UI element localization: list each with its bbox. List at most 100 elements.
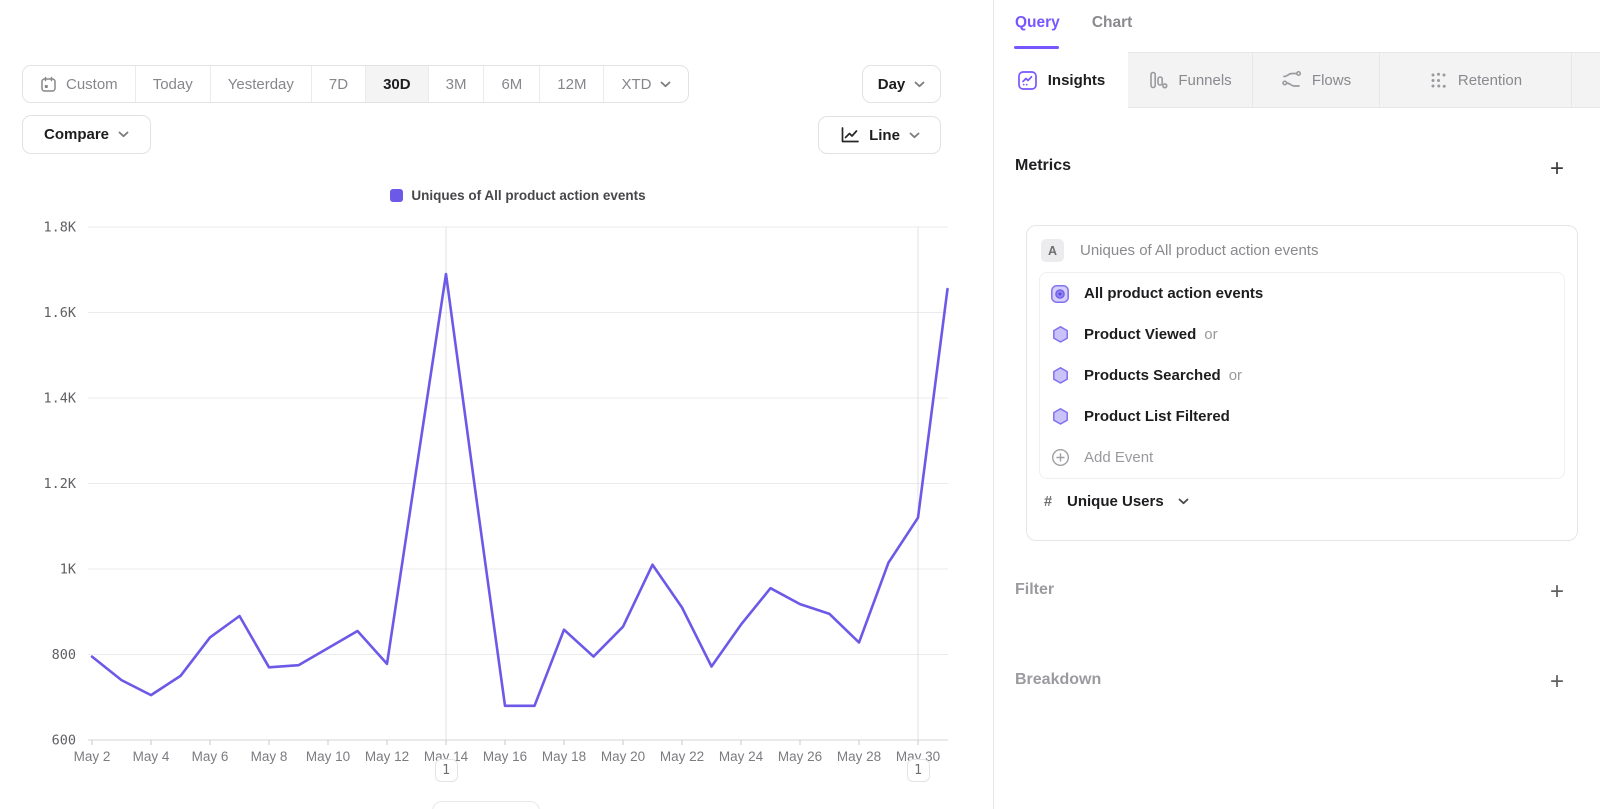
range-button-today[interactable]: Today <box>135 66 211 102</box>
tab-query[interactable]: Query <box>1015 14 1060 31</box>
add-breakdown-button[interactable]: + <box>1549 668 1564 695</box>
metric-card: A Uniques of All product action events A… <box>1026 225 1578 541</box>
chart-type-label: Line <box>869 126 900 144</box>
svg-text:May 14: May 14 <box>424 749 469 764</box>
svg-text:800: 800 <box>52 647 76 663</box>
hexagon-icon <box>1050 407 1070 426</box>
svg-text:May 2: May 2 <box>74 749 111 764</box>
range-label: Yesterday <box>227 75 294 93</box>
report-tab-insights[interactable]: Insights <box>994 52 1128 108</box>
metrics-heading: Metrics <box>1015 157 1072 174</box>
report-tab-label: Funnels <box>1178 71 1232 89</box>
granularity-label: Day <box>877 75 906 93</box>
range-button-6m[interactable]: 6M <box>484 66 541 102</box>
range-label: 7D <box>328 75 349 93</box>
view-tabs: Query Chart <box>1015 14 1132 32</box>
chart-type-dropdown[interactable]: Line <box>818 116 941 154</box>
annotation-badge[interactable]: 1 <box>906 759 930 782</box>
chart-legend[interactable]: Uniques of All product action events <box>88 188 948 203</box>
svg-text:May 4: May 4 <box>133 749 170 764</box>
flows-icon <box>1281 70 1302 90</box>
tab-chart[interactable]: Chart <box>1091 14 1133 31</box>
chevron-down-icon <box>909 132 920 139</box>
range-button-yesterday[interactable]: Yesterday <box>210 66 312 102</box>
svg-text:May 22: May 22 <box>660 749 704 764</box>
range-button-custom[interactable]: Custom <box>23 66 136 102</box>
legend-label: Uniques of All product action events <box>411 188 646 203</box>
event-operator: or <box>1204 326 1218 343</box>
range-label: Today <box>152 75 193 93</box>
event-label: Product Viewed <box>1084 326 1197 343</box>
event-list: All product action events Product Viewed o… <box>1039 272 1565 479</box>
funnels-icon <box>1148 70 1168 90</box>
add-metric-button[interactable]: + <box>1549 155 1564 182</box>
svg-text:May 30: May 30 <box>896 749 940 764</box>
event-label: Add Event <box>1084 449 1154 466</box>
svg-text:May 10: May 10 <box>306 749 350 764</box>
line-chart-icon <box>839 125 860 145</box>
svg-text:1.8K: 1.8K <box>43 220 76 236</box>
metric-group-title: Uniques of All product action events <box>1080 242 1319 259</box>
measure-dropdown[interactable]: # Unique Users <box>1027 479 1577 524</box>
annotation-badge[interactable]: 1 <box>434 759 458 782</box>
report-tab-label: Flows <box>1311 71 1352 89</box>
svg-text:May 24: May 24 <box>719 749 764 764</box>
range-button-7d[interactable]: 7D <box>311 66 367 102</box>
chevron-down-icon <box>1178 498 1189 505</box>
event-row-products-searched[interactable]: Products Searched or <box>1040 355 1564 396</box>
event-row-product-viewed[interactable]: Product Viewed or <box>1040 314 1564 355</box>
range-button-3m[interactable]: 3M <box>428 66 485 102</box>
all-events-icon <box>1050 284 1070 304</box>
chevron-down-icon <box>118 131 129 138</box>
report-tab-funnels[interactable]: Funnels <box>1128 52 1253 108</box>
number-icon: # <box>1043 493 1053 510</box>
measure-label: Unique Users <box>1067 493 1164 510</box>
range-label: 30D <box>383 75 411 93</box>
chevron-down-icon <box>660 81 671 88</box>
event-label: All product action events <box>1084 285 1264 302</box>
hexagon-icon <box>1050 366 1070 385</box>
range-label: 12M <box>557 75 587 93</box>
svg-text:May 8: May 8 <box>251 749 288 764</box>
range-button-12m[interactable]: 12M <box>540 66 605 102</box>
svg-text:1.2K: 1.2K <box>43 476 76 492</box>
metric-group-header[interactable]: A Uniques of All product action events <box>1027 226 1577 272</box>
filter-heading: Filter <box>1015 581 1055 598</box>
svg-text:1K: 1K <box>60 562 77 578</box>
date-range-segmented-control: Custom Today Yesterday 7D 30D 3M 6M 12M XTD <box>22 65 690 103</box>
insights-icon <box>1017 70 1038 91</box>
svg-text:1.4K: 1.4K <box>43 391 76 407</box>
report-tab-retention[interactable]: Retention <box>1380 52 1572 108</box>
report-type-tabs: Insights Funnels Flows Retention <box>994 52 1600 108</box>
event-label: Product List Filtered <box>1084 408 1230 425</box>
granularity-dropdown[interactable]: Day <box>862 65 941 103</box>
svg-text:May 16: May 16 <box>483 749 527 764</box>
chevron-down-icon <box>914 81 925 88</box>
legend-swatch <box>390 189 404 202</box>
add-event-button[interactable]: Add Event <box>1040 437 1564 478</box>
svg-text:May 20: May 20 <box>601 749 645 764</box>
report-tab-flows[interactable]: Flows <box>1253 52 1380 108</box>
report-tab-label: Retention <box>1457 71 1523 89</box>
event-row-product-list-filtered[interactable]: Product List Filtered <box>1040 396 1564 437</box>
range-button-xtd[interactable]: XTD <box>604 66 689 102</box>
range-label: Custom <box>66 75 118 93</box>
range-label: 6M <box>501 75 523 93</box>
add-filter-button[interactable]: + <box>1549 578 1564 605</box>
svg-text:1.6K: 1.6K <box>43 305 76 321</box>
breakdown-heading: Breakdown <box>1015 671 1102 688</box>
event-label: Products Searched <box>1084 367 1221 384</box>
range-label: XTD <box>621 75 652 93</box>
compare-dropdown[interactable]: Compare <box>22 115 151 154</box>
panel-divider <box>993 0 994 809</box>
range-button-30d[interactable]: 30D <box>366 66 429 102</box>
svg-text:May 6: May 6 <box>192 749 229 764</box>
hexagon-icon <box>1050 325 1070 344</box>
compare-label: Compare <box>43 126 110 143</box>
calendar-icon <box>40 76 57 93</box>
event-row-all-product-action-events[interactable]: All product action events <box>1040 273 1564 314</box>
svg-text:May 28: May 28 <box>837 749 881 764</box>
report-tab-label: Insights <box>1047 71 1106 89</box>
